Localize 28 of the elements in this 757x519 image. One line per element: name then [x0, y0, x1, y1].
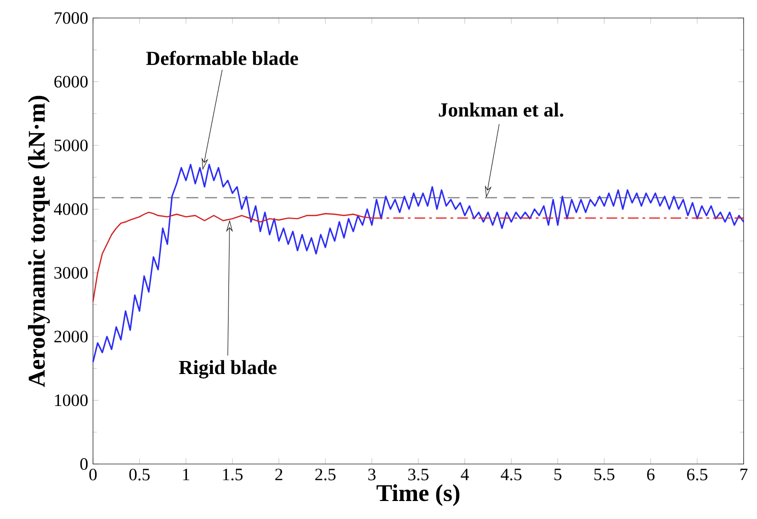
x-tick-label: 2.5	[315, 468, 336, 480]
y-axis-title: Aerodynamic torque (kN·m)	[28, 96, 50, 387]
x-tick-label: 0	[89, 468, 97, 480]
x-axis-title: Time (s)	[376, 484, 460, 506]
y-tick-label: 2000	[54, 330, 88, 342]
x-tick-label: 6.5	[687, 468, 708, 480]
x-tick-label: 6	[647, 468, 655, 480]
x-tick-label: 3	[368, 468, 376, 480]
y-tick-label: 1000	[55, 394, 88, 406]
y-tick-label: 3000	[54, 267, 88, 279]
y-tick-label: 6000	[54, 76, 88, 88]
x-tick-label: 5	[554, 468, 562, 480]
ref-line-label: Jonkman et al.	[438, 102, 564, 117]
annotation: Deformable blade	[146, 50, 298, 66]
x-tick-label: 3.5	[408, 468, 428, 480]
x-tick-label: 1.5	[223, 468, 243, 480]
y-tick-label: 4000	[54, 203, 88, 215]
y-tick-label: 0	[80, 458, 88, 470]
x-tick-label: 7	[740, 468, 748, 480]
annotation: Rigid blade	[178, 360, 276, 378]
y-tick-label: 5000	[54, 140, 88, 152]
x-tick-label: 1	[183, 468, 190, 480]
x-tick-label: 4.5	[500, 468, 522, 480]
x-tick-label: 0.5	[129, 468, 150, 480]
x-tick-label: 4	[460, 468, 469, 480]
y-tick-label: 7000	[54, 12, 88, 24]
x-tick-label: 5.5	[594, 468, 614, 480]
x-tick-label: 2	[275, 468, 282, 480]
